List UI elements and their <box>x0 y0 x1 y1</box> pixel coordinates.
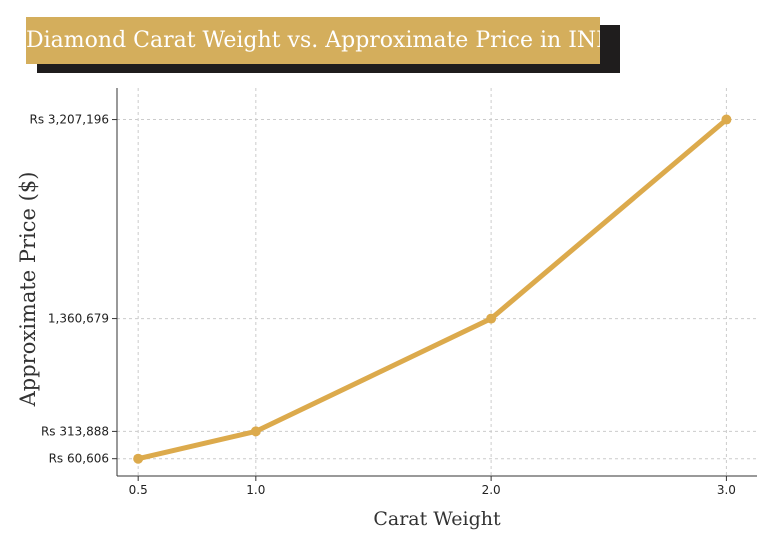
x-axis-label: Carat Weight <box>373 508 501 530</box>
chart-title: Diamond Carat Weight vs. Approximate Pri… <box>26 17 600 64</box>
data-point <box>721 114 732 125</box>
y-tick-label: Rs 60,606 <box>49 452 109 466</box>
data-point <box>250 426 261 437</box>
data-point <box>486 313 497 324</box>
axes <box>116 88 757 477</box>
x-tick-label: 0.5 <box>129 483 148 497</box>
y-tick-label: Rs 3,207,196 <box>30 113 109 127</box>
x-tick-label: 1.0 <box>246 483 265 497</box>
y-tick-label: Rs 313,888 <box>41 424 109 438</box>
series-line <box>135 117 729 462</box>
y-axis-label: Approximate Price ($) <box>16 172 40 408</box>
x-tick-label: 2.0 <box>482 483 501 497</box>
x-tick-label: 3.0 <box>717 483 736 497</box>
grid-lines <box>117 88 757 476</box>
y-tick-label: 1,360,679 <box>48 312 109 326</box>
x-ticks: 0.5 1.0 2.0 3.0 <box>129 476 736 497</box>
data-points <box>133 114 732 464</box>
title-banner: Diamond Carat Weight vs. Approximate Pri… <box>26 17 620 73</box>
y-ticks: Rs 60,606 Rs 313,888 1,360,679 Rs 3,207,196 <box>30 113 117 466</box>
data-point <box>133 453 144 464</box>
